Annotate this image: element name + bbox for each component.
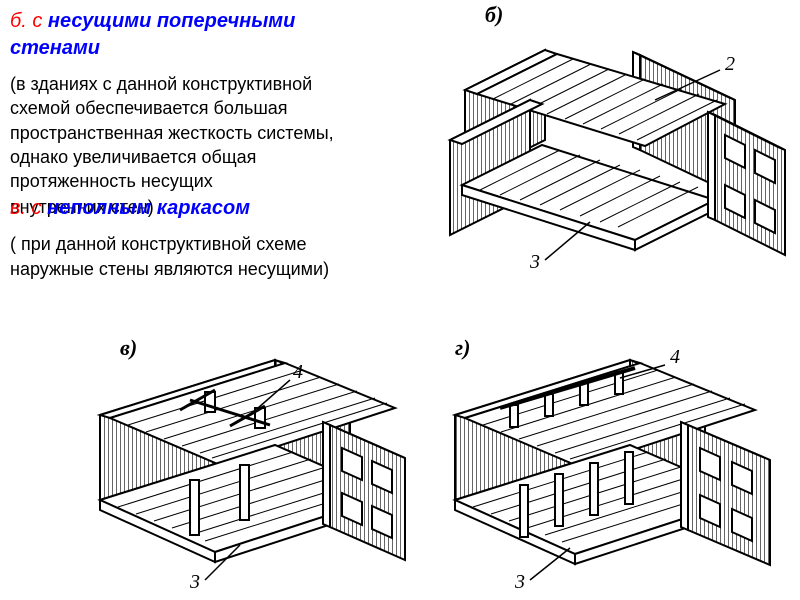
label-g: г) bbox=[455, 335, 470, 360]
title-v-main: неполным каркасом bbox=[47, 197, 250, 219]
title-b-prefix: б. с bbox=[10, 10, 48, 32]
front-right-wall-v bbox=[323, 422, 405, 560]
desc-b: (в зданиях с данной конструктивной схемо… bbox=[10, 72, 370, 193]
label-v: в) bbox=[120, 335, 137, 360]
diagram-g: г) bbox=[420, 330, 795, 595]
leader-4-num-g: 4 bbox=[670, 346, 680, 368]
title-v-prefix: в. с bbox=[10, 197, 47, 219]
leader-3-num: 3 bbox=[529, 251, 540, 270]
front-right-wall-g bbox=[681, 422, 770, 565]
leader-3-num-v: 3 bbox=[189, 571, 200, 593]
title-b: б. с несущими поперечными стенами bbox=[10, 8, 370, 62]
leader-2-num: 2 bbox=[725, 53, 735, 75]
leader-4-num-v: 4 bbox=[293, 361, 303, 383]
desc-v: ( при данной конструктивной схеме наружн… bbox=[10, 232, 370, 281]
label-b: б) bbox=[485, 2, 503, 27]
diagram-v: в) bbox=[60, 330, 420, 595]
leader-3-num-g: 3 bbox=[514, 571, 525, 593]
front-right-wall bbox=[708, 112, 785, 270]
title-b-main: несущими поперечными стенами bbox=[10, 10, 295, 59]
diagram-b: б) bbox=[405, 0, 795, 270]
